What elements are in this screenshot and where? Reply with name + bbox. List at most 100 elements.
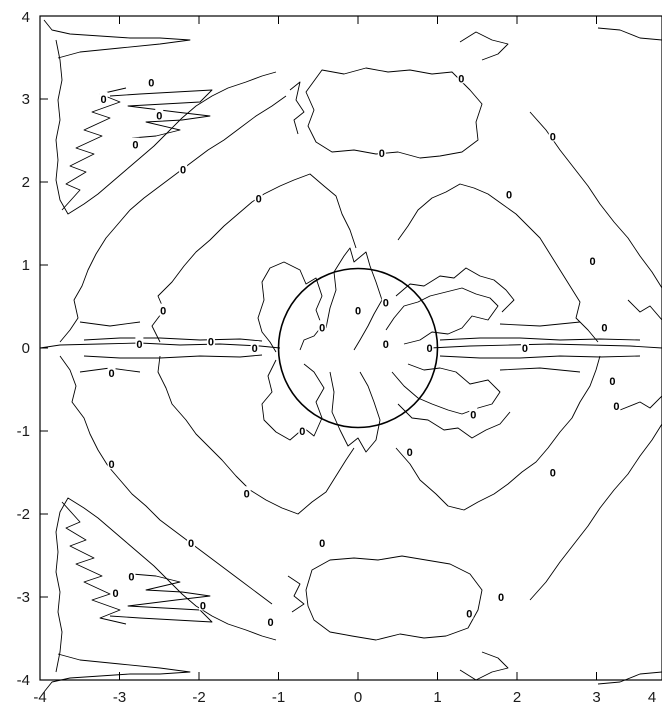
y-tick-label: -4 [17, 672, 30, 689]
contour-line [429, 343, 662, 349]
contour-line [619, 299, 662, 411]
contour-line [83, 337, 263, 359]
contour-label: 0 [148, 77, 154, 89]
x-tick-label: 2 [513, 689, 521, 706]
contour-label: 0 [108, 368, 114, 380]
x-tick-label: 4 [648, 689, 656, 706]
contour-line [151, 173, 357, 343]
y-tick-label: 1 [22, 257, 30, 274]
y-tick-label: 4 [22, 9, 30, 26]
contour-line [55, 39, 277, 215]
contour-line [79, 321, 581, 373]
x-axis: -4 -3 -2 -1 0 1 2 3 4 [33, 16, 656, 706]
x-tick-label: -2 [192, 689, 205, 706]
contour-label-bg [254, 191, 263, 204]
contour-label: 0 [458, 73, 464, 85]
contour-line [61, 87, 127, 211]
contour-line [305, 67, 483, 159]
contour-label-bg [187, 536, 196, 549]
contour-line [261, 359, 325, 441]
contour-label: 0 [383, 339, 389, 351]
contour-label: 0 [383, 297, 389, 309]
contour-label: 0 [156, 111, 162, 123]
contour-label: 0 [208, 336, 214, 348]
contour-label-bg [381, 336, 390, 349]
contour-label: 0 [101, 94, 107, 106]
contour-label: 0 [128, 571, 134, 583]
contour-label-bg [155, 108, 164, 121]
contour-label: 0 [160, 306, 166, 318]
contour-label: 0 [112, 588, 118, 600]
contour-label: 0 [252, 343, 258, 355]
contour-label-bg [425, 341, 434, 353]
x-tick-label: 1 [433, 689, 441, 706]
contour-line [385, 287, 499, 345]
contour-label-bg [354, 303, 362, 316]
contour-line [61, 501, 127, 625]
contour-label-bg [520, 341, 529, 353]
contour-label: 0 [609, 376, 615, 388]
y-tick-label: -2 [17, 506, 30, 523]
contour-label-bg [135, 336, 144, 349]
contour-line [305, 555, 483, 641]
contour-label-bg [469, 407, 478, 420]
contour-label-bg [548, 465, 557, 478]
contour-label: 0 [267, 617, 273, 629]
contour-label-bg [111, 585, 120, 598]
x-tick-label: 0 [354, 689, 362, 706]
contour-line [459, 651, 509, 681]
contour-label-bg [465, 606, 474, 619]
contour-label-bg [405, 444, 414, 457]
reference-circle [277, 267, 439, 429]
contour-label-bg [600, 320, 609, 333]
contour-label-bg [179, 162, 188, 175]
contour-line [39, 342, 281, 349]
contour-label-bg [99, 92, 108, 104]
contour-label-bg [107, 365, 116, 378]
contour-line [43, 19, 191, 59]
contour-line [459, 31, 509, 61]
contour-label: 0 [522, 343, 528, 355]
contour-labels: 0 0 0 0 0 0 0 0 0 0 0 0 0 0 0 0 0 0 0 0 0 0 0 0 0 0 0 0 0 0 0 0 0 0 0 0 0 0 0 [99, 71, 621, 629]
contour-label: 0 [108, 459, 114, 471]
contour-label: 0 [319, 538, 325, 550]
contour-label: 0 [200, 600, 206, 612]
x-tick-label: -4 [33, 689, 46, 706]
contour-label: 0 [498, 592, 504, 604]
contour-line [395, 355, 601, 511]
contour-label-bg [381, 295, 390, 308]
contour-line [529, 423, 662, 601]
x-tick-label: -1 [272, 689, 285, 706]
contour-label-bg [206, 334, 215, 347]
contour-label: 0 [589, 256, 595, 268]
contour-label-bg [242, 486, 251, 499]
contour-label: 0 [355, 306, 361, 318]
contour-line [43, 653, 191, 693]
contour-line [55, 497, 277, 673]
contour-label-bg [266, 614, 275, 627]
contour-label: 0 [466, 609, 472, 621]
contour-label-bg [608, 374, 617, 387]
contour-label: 0 [132, 140, 138, 152]
contour-line [157, 355, 355, 515]
contour-line [287, 575, 305, 613]
contour-label-bg [107, 457, 116, 470]
contour-label-bg [250, 341, 259, 353]
contour-label: 0 [299, 426, 305, 438]
contour-label: 0 [319, 322, 325, 334]
contour-line [59, 95, 287, 343]
y-tick-label: 0 [22, 340, 30, 357]
contour-label-bg [377, 145, 386, 158]
contour-label-bg [198, 598, 207, 611]
contour-label: 0 [601, 322, 607, 334]
contour-line [397, 403, 511, 439]
contour-label-bg [298, 424, 307, 436]
contour-label: 0 [256, 194, 262, 206]
contour-label: 0 [613, 401, 619, 413]
contour-label-bg [159, 303, 168, 316]
contour-label: 0 [136, 339, 142, 351]
contour-label: 0 [550, 468, 556, 480]
contour-label: 0 [379, 148, 385, 160]
contour-label: 0 [407, 447, 413, 459]
